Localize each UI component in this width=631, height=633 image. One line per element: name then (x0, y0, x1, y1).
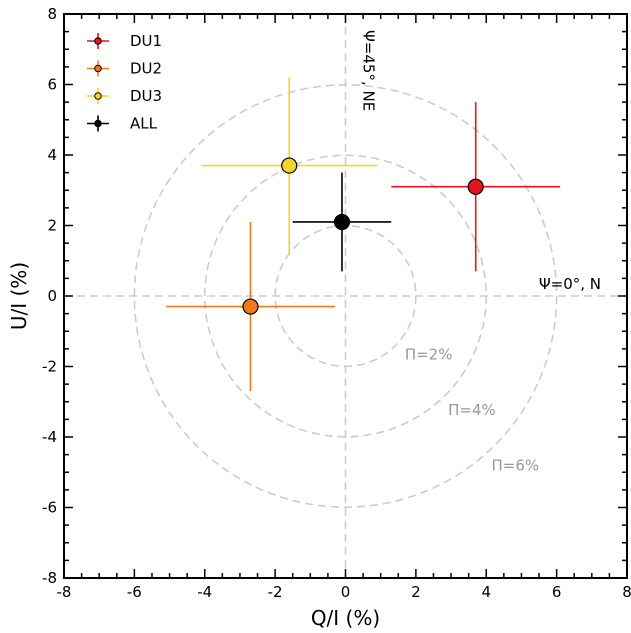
x-tick-label: 8 (622, 583, 631, 601)
point-all (292, 172, 392, 272)
y-tick-label: -4 (42, 428, 57, 446)
point-du2 (166, 221, 335, 392)
x-tick-label: -2 (268, 583, 283, 601)
y-tick-label: 8 (47, 5, 57, 23)
marker (467, 178, 484, 195)
x-tick-label: 6 (552, 583, 562, 601)
ring-label-2: Π=2% (405, 345, 453, 363)
x-tick-label: -8 (57, 583, 72, 601)
legend-item-du3: DU3 (87, 87, 162, 105)
psi-45-annotation: Ψ=45°, NE (360, 30, 378, 111)
point-du3 (201, 77, 378, 254)
legend-marker (94, 119, 102, 128)
y-tick-label: 2 (47, 217, 57, 235)
y-tick-label: -8 (42, 569, 57, 587)
marker (333, 213, 351, 231)
point-du1 (391, 102, 561, 272)
x-tick-label: -4 (197, 583, 212, 601)
legend-marker (94, 37, 102, 45)
zero-guides (64, 14, 627, 578)
ring-label-4: Π=4% (448, 401, 496, 419)
y-tick-label: -2 (42, 358, 57, 376)
y-tick-label: 0 (47, 287, 57, 305)
psi-0-annotation: Ψ=0°, N (539, 275, 601, 293)
legend: DU1 DU2 DU3 ALL (87, 32, 162, 133)
ring-label-6: Π=6% (491, 456, 539, 474)
legend-label: ALL (130, 115, 158, 133)
legend-label: DU1 (130, 32, 162, 50)
marker (242, 298, 259, 315)
tick-labels: -8 -6 -4 -2 0 2 4 6 8 -8 -6 -4 -2 0 2 4 6 8 (42, 5, 631, 601)
legend-label: DU2 (130, 60, 162, 78)
data-points (166, 77, 561, 392)
x-axis-title: Q/I (%) (311, 606, 380, 630)
y-tick-label: 6 (47, 76, 57, 94)
x-tick-label: 4 (481, 583, 491, 601)
x-tick-label: 0 (341, 583, 351, 601)
legend-item-all: ALL (87, 115, 158, 133)
x-tick-label: -6 (127, 583, 142, 601)
y-axis-title: U/I (%) (7, 262, 31, 330)
legend-marker (94, 92, 102, 100)
y-tick-label: -6 (42, 499, 57, 517)
legend-label: DU3 (130, 87, 162, 105)
plot-frame (63, 13, 628, 579)
marker (281, 157, 298, 174)
legend-item-du1: DU1 (87, 32, 162, 50)
legend-marker (94, 64, 102, 73)
legend-item-du2: DU2 (87, 60, 162, 78)
x-tick-label: 2 (411, 583, 421, 601)
y-tick-label: 4 (47, 146, 57, 164)
